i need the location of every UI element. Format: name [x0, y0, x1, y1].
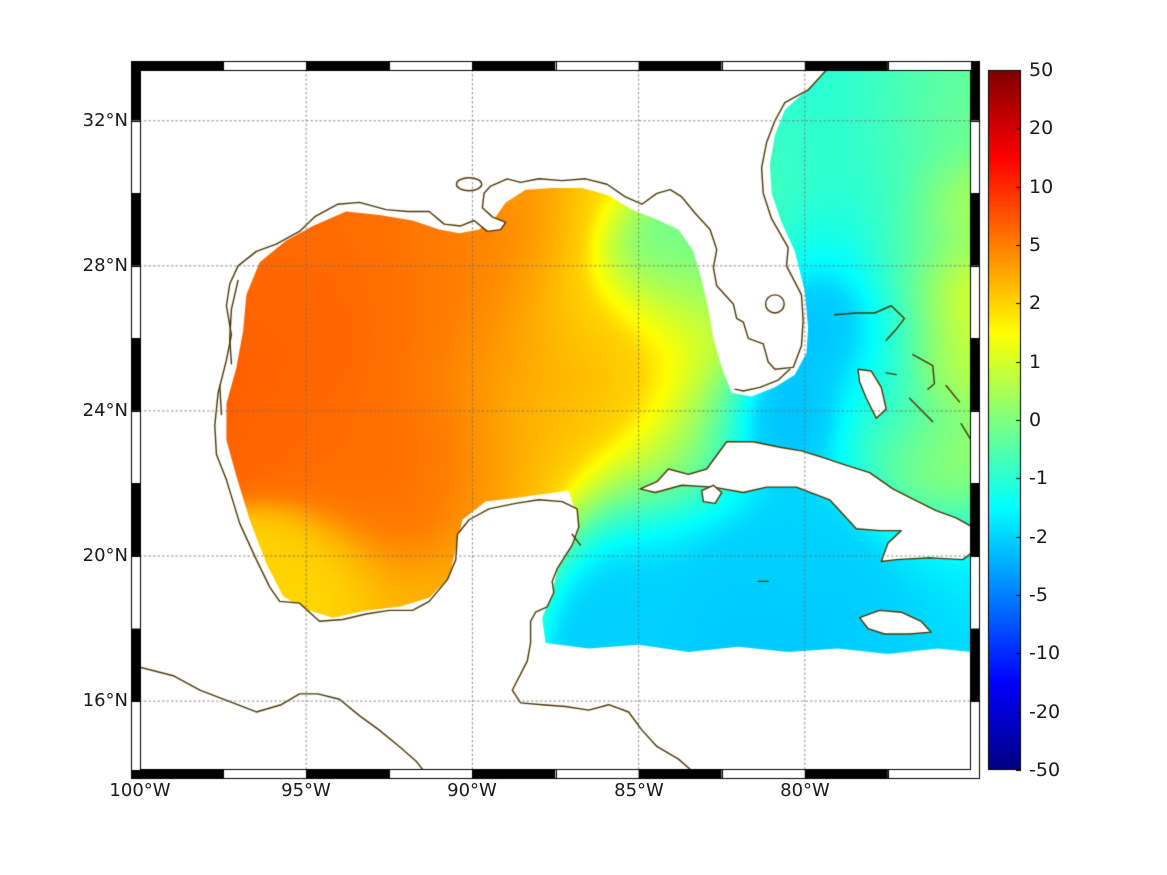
y-tick-label: 24°N [82, 400, 128, 421]
y-tick-label: 16°N [82, 690, 128, 711]
x-tick-label: 80°W [780, 780, 830, 801]
colorbar-tick-label: -10 [1029, 642, 1061, 664]
x-tick-label: 95°W [281, 780, 331, 801]
colorbar-tick-label: 5 [1029, 234, 1042, 256]
x-tick-label: 85°W [614, 780, 664, 801]
colorbar-tick-label: 50 [1029, 59, 1054, 81]
y-tick-label: 32°N [82, 110, 128, 131]
colorbar-tick-label: -50 [1029, 759, 1061, 781]
y-tick-label: 20°N [82, 545, 128, 566]
y-tick-label: 28°N [82, 255, 128, 276]
x-tick-label: 90°W [447, 780, 497, 801]
x-tick-label: 100°W [109, 780, 171, 801]
colorbar-tick-label: 2 [1029, 292, 1042, 314]
colorbar-tick-label: 10 [1029, 176, 1054, 198]
colorbar-tick-label: 20 [1029, 117, 1054, 139]
colorbar-tick-label: -5 [1029, 584, 1048, 606]
colorbar-tick-label: -20 [1029, 701, 1061, 723]
colorbar-tick-label: -1 [1029, 467, 1048, 489]
colorbar-tick-label: -2 [1029, 526, 1048, 548]
colorbar-tick-label: 1 [1029, 351, 1042, 373]
colorbar-tick-label: 0 [1029, 409, 1042, 431]
